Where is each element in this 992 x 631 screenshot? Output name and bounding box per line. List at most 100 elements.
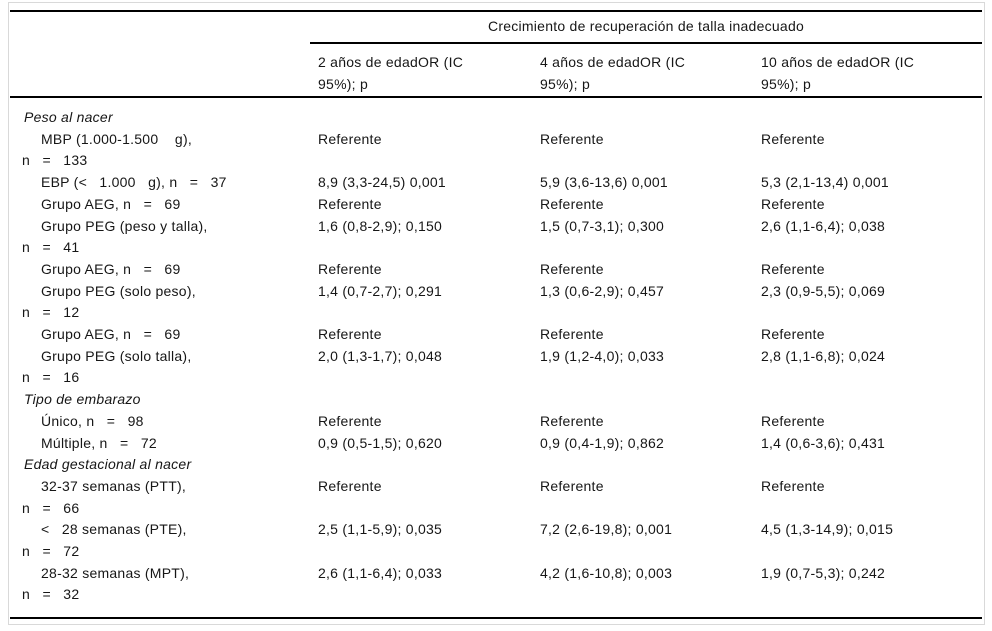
value-cell: Referente [318, 326, 382, 343]
row-label-line1: Grupo AEG, n = 69 [41, 260, 181, 277]
row-label-line1: Grupo PEG (solo talla), [41, 347, 192, 364]
value-cell: 7,2 (2,6-19,8); 0,001 [540, 521, 673, 538]
row-label-cell: 28-32 semanas (MPT), n = 32 [10, 563, 318, 606]
row-label-line2: n = 72 [22, 543, 80, 560]
value-cell: Referente [540, 130, 604, 147]
value-cell: Referente [761, 130, 825, 147]
row-label-line1: MBP (1.000-1.500 g), [41, 130, 193, 147]
table-row: Grupo PEG (solo peso), n = 12 1,4 (0,7-2,7… [10, 281, 982, 324]
value-cell: 1,9 (1,2-4,0); 0,033 [540, 347, 665, 364]
table-row: Grupo AEG, n = 69 Referente Referente Refer… [10, 324, 982, 346]
value-cell: Referente [318, 477, 382, 494]
row-label-line1: Grupo AEG, n = 69 [41, 326, 181, 343]
row-label-cell: Grupo AEG, n = 69 [10, 259, 318, 281]
row-label-line2: n = 32 [22, 586, 80, 603]
value-cell: Referente [540, 477, 604, 494]
column-header-4-years: 4 años de edadOR (IC 95%); p [540, 54, 686, 92]
section-label: Peso al nacer [24, 109, 113, 125]
table-row: Grupo PEG (solo talla), n = 16 2,0 (1,3-1,… [10, 346, 982, 389]
table-row: 32-37 semanas (PTT), n = 66 Referente Refer… [10, 476, 982, 519]
value-cell: 8,9 (3,3-24,5) 0,001 [318, 174, 446, 191]
top-rule [10, 10, 982, 12]
row-label-cell: Grupo PEG (solo talla), n = 16 [10, 346, 318, 389]
value-cell: Referente [318, 130, 382, 147]
row-label-line1: Único, n = 98 [41, 412, 144, 429]
column-header-2-years: 2 años de edadOR (IC 95%); p [318, 54, 464, 92]
table-frame [8, 2, 985, 625]
table-row: Múltiple, n = 72 0,9 (0,5-1,5); 0,620 0,9 … [10, 433, 982, 455]
value-cell: 1,4 (0,6-3,6); 0,431 [761, 434, 886, 451]
value-cell: 5,9 (3,6-13,6) 0,001 [540, 174, 668, 191]
row-label-cell: Grupo PEG (solo peso), n = 12 [10, 281, 318, 324]
value-cell: 5,3 (2,1-13,4) 0,001 [761, 174, 889, 191]
value-cell: 1,4 (0,7-2,7); 0,291 [318, 282, 443, 299]
table-row: < 28 semanas (PTE), n = 72 2,5 (1,1-5,9); … [10, 519, 982, 562]
row-label-line1: Grupo PEG (peso y talla), [41, 217, 208, 234]
section-row: Tipo de embarazo [10, 389, 982, 411]
value-cell: Referente [318, 195, 382, 212]
value-cell: 2,6 (1,1-6,4); 0,033 [318, 564, 443, 581]
value-cell: 2,6 (1,1-6,4); 0,038 [761, 217, 886, 234]
row-label-line2: n = 16 [22, 369, 80, 386]
row-label-line2: n = 41 [22, 239, 80, 256]
row-label-line2: n = 66 [22, 499, 80, 516]
section-row: Peso al nacer [10, 107, 982, 129]
value-cell: Referente [318, 260, 382, 277]
value-cell: Referente [761, 260, 825, 277]
value-cell: 0,9 (0,5-1,5); 0,620 [318, 434, 443, 451]
table-row: MBP (1.000-1.500 g), n = 133 Referente Refe… [10, 129, 982, 172]
row-label-cell: Múltiple, n = 72 [10, 433, 318, 455]
section-label: Tipo de embarazo [24, 391, 141, 408]
value-cell: 1,9 (0,7-5,3); 0,242 [761, 564, 886, 581]
row-label-line2: n = 12 [22, 304, 80, 321]
row-label-line1: Grupo AEG, n = 69 [41, 195, 181, 212]
value-cell: Referente [540, 195, 604, 212]
value-cell: 1,5 (0,7-3,1); 0,300 [540, 217, 665, 234]
span-header-rule [310, 42, 982, 44]
value-cell: 2,0 (1,3-1,7); 0,048 [318, 347, 443, 364]
value-cell: 4,5 (1,3-14,9); 0,015 [761, 521, 894, 538]
value-cell: 4,2 (1,6-10,8); 0,003 [540, 564, 673, 581]
row-label-cell: EBP (< 1.000 g), n = 37 [10, 172, 318, 194]
row-label-cell: Grupo PEG (peso y talla), n = 41 [10, 216, 318, 259]
row-label-line1: Múltiple, n = 72 [41, 434, 157, 451]
value-cell: Referente [318, 412, 382, 429]
section-label: Edad gestacional al nacer [24, 456, 192, 473]
section-row: Edad gestacional al nacer [10, 454, 982, 476]
row-label-cell: Grupo AEG, n = 69 [10, 194, 318, 216]
value-cell: Referente [761, 477, 825, 494]
row-label-cell: < 28 semanas (PTE), n = 72 [10, 519, 318, 562]
row-label-line1: EBP (< 1.000 g), n = 37 [41, 174, 227, 191]
value-cell: Referente [761, 195, 825, 212]
value-cell: 1,6 (0,8-2,9); 0,150 [318, 217, 443, 234]
value-cell: Referente [540, 326, 604, 343]
value-cell: Referente [761, 326, 825, 343]
table-row: Único, n = 98 Referente Referente Referente [10, 411, 982, 433]
row-label-cell: 32-37 semanas (PTT), n = 66 [10, 476, 318, 519]
row-label-line2: n = 133 [22, 152, 88, 169]
value-cell: Referente [761, 412, 825, 429]
row-label-line1: 28-32 semanas (MPT), [41, 564, 190, 581]
row-label-line1: Grupo PEG (solo peso), [41, 282, 196, 299]
table-row: Grupo AEG, n = 69 Referente Referente Refer… [10, 259, 982, 281]
header-bottom-rule [10, 96, 982, 98]
row-label-cell: Único, n = 98 [10, 411, 318, 433]
column-header-10-years: 10 años de edadOR (IC 95%); p [761, 54, 915, 92]
table-bottom-rule [10, 617, 982, 619]
table-row: Grupo PEG (peso y talla), n = 41 1,6 (0,8-… [10, 216, 982, 259]
table-body: Peso al nacer MBP (1.000-1.500 g), n = 133… [10, 107, 982, 606]
row-label-cell: Grupo AEG, n = 69 [10, 324, 318, 346]
value-cell: Referente [540, 412, 604, 429]
table-row: 28-32 semanas (MPT), n = 32 2,6 (1,1-6,4);… [10, 563, 982, 606]
row-label-line1: < 28 semanas (PTE), [41, 521, 187, 538]
table-row: Grupo AEG, n = 69 Referente Referente Refer… [10, 194, 982, 216]
table-row: EBP (< 1.000 g), n = 37 8,9 (3,3-24,5) 0,… [10, 172, 982, 194]
value-cell: Referente [540, 260, 604, 277]
value-cell: 2,3 (0,9-5,5); 0,069 [761, 282, 886, 299]
row-label-cell: MBP (1.000-1.500 g), n = 133 [10, 129, 318, 172]
value-cell: 1,3 (0,6-2,9); 0,457 [540, 282, 665, 299]
value-cell: 2,8 (1,1-6,8); 0,024 [761, 347, 886, 364]
value-cell: 2,5 (1,1-5,9); 0,035 [318, 521, 443, 538]
row-label-line1: 32-37 semanas (PTT), [41, 477, 187, 494]
value-cell: 0,9 (0,4-1,9); 0,862 [540, 434, 665, 451]
